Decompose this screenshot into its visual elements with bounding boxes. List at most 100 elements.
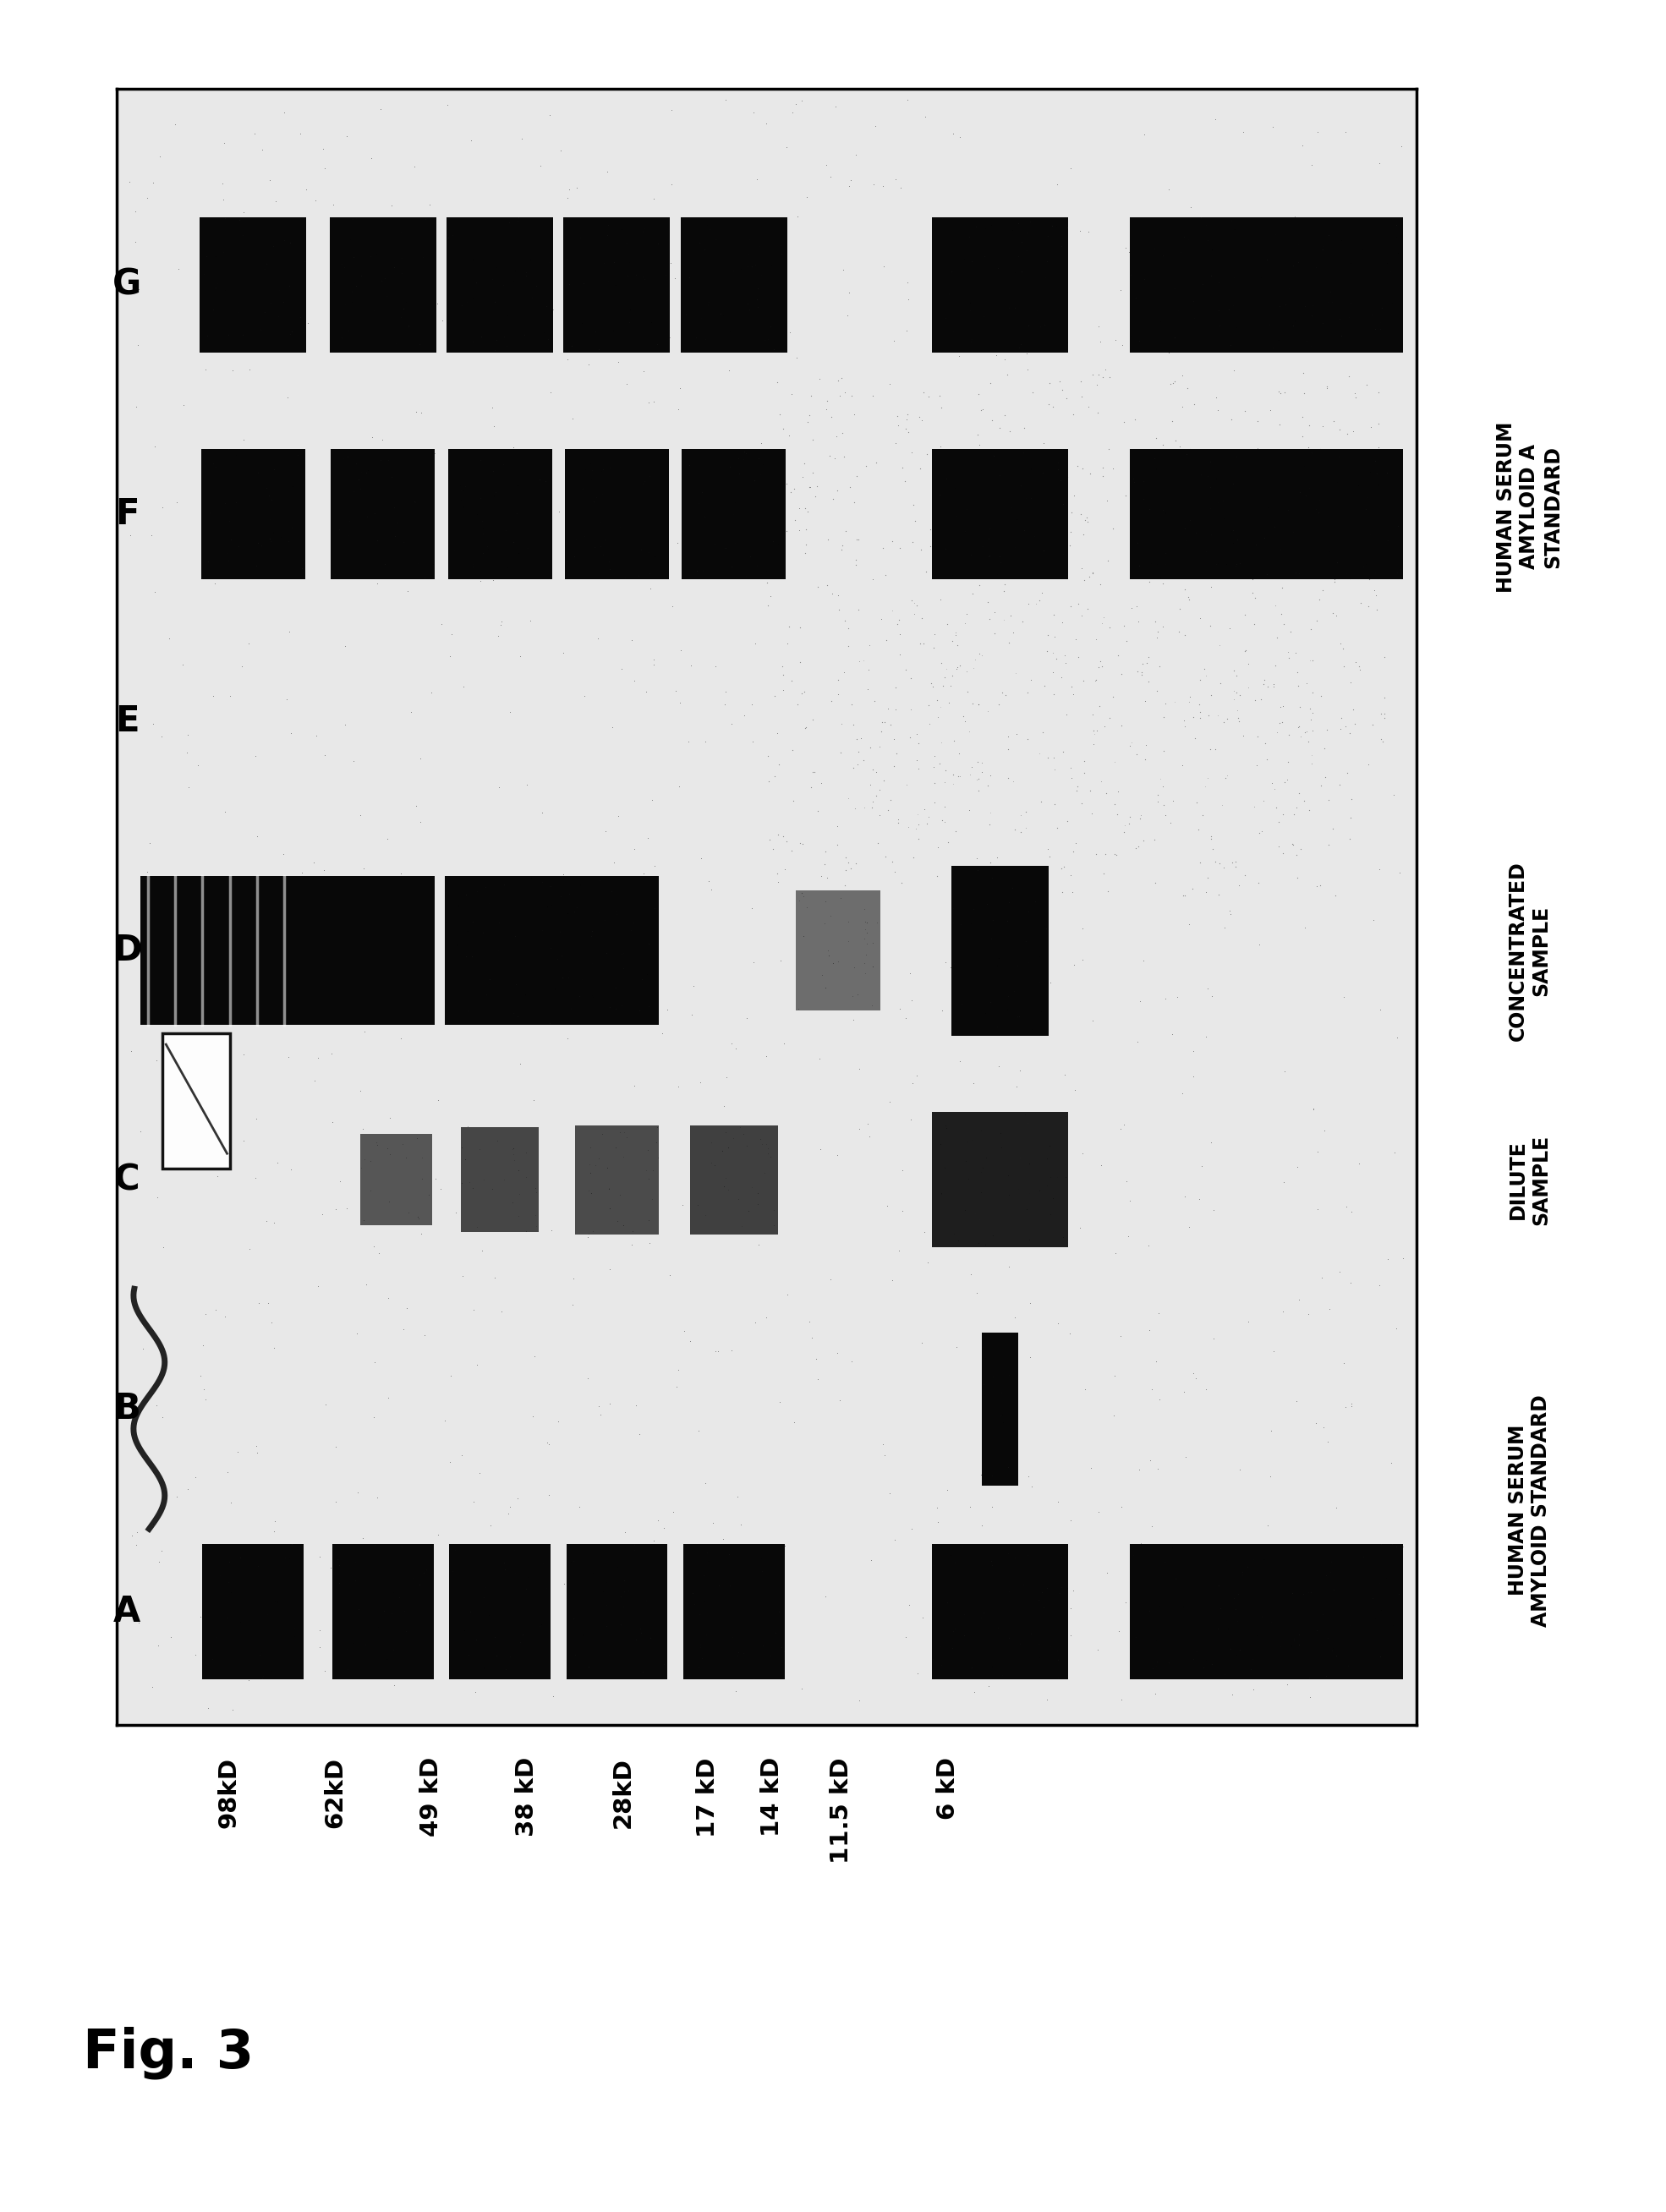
Point [566,1489,593,1524]
Point [1368,697,1394,732]
Point [595,471,621,507]
Point [1151,732,1178,768]
Point [1283,453,1309,489]
Point [1058,493,1085,529]
Point [1299,712,1326,748]
Point [880,748,906,783]
Point [666,768,693,803]
Point [262,292,288,327]
Point [868,712,895,748]
Point [605,343,631,378]
Point [1233,557,1259,593]
Point [778,732,805,768]
Point [993,356,1020,392]
Point [1068,551,1095,586]
Point [825,1137,851,1172]
Point [776,418,803,453]
Bar [140,876,435,1024]
Point [1213,1648,1240,1683]
Point [825,363,851,398]
Point [876,1084,903,1119]
Point [262,184,288,219]
Point [1050,604,1076,639]
Point [938,526,965,562]
Point [701,648,728,684]
Point [1136,1442,1163,1478]
Point [745,493,771,529]
Point [1356,748,1383,783]
Point [1186,695,1213,730]
Point [1078,774,1105,810]
Point [876,1475,903,1511]
Point [998,597,1025,633]
Point [830,438,856,473]
Point [1150,500,1176,535]
Point [140,706,167,741]
Point [905,726,931,761]
Point [860,949,886,984]
Point [931,659,958,695]
Text: Fig. 3: Fig. 3 [83,2026,255,2079]
Point [976,1652,1003,1688]
Point [1235,484,1261,520]
Point [1210,332,1236,367]
Point [260,1513,287,1548]
Point [913,805,940,841]
Point [312,150,338,186]
Point [1160,365,1186,400]
Point [991,398,1018,434]
Point [1333,544,1359,580]
Point [908,403,935,438]
Point [118,1033,145,1068]
Point [1018,661,1045,697]
Point [1086,644,1113,679]
Point [465,334,491,369]
Point [1225,701,1251,737]
Point [698,1626,725,1661]
Point [1233,467,1259,502]
Point [1338,1385,1364,1420]
Point [791,710,818,745]
Point [350,1110,377,1146]
Point [593,814,620,849]
Point [995,761,1021,796]
Point [308,956,335,991]
Point [988,1130,1015,1166]
Point [791,535,818,571]
Point [1071,502,1098,538]
Point [1371,701,1398,737]
Point [476,1509,503,1544]
Point [133,179,160,215]
Point [665,1352,691,1387]
Point [1116,234,1143,270]
Point [1364,405,1391,440]
Point [1201,732,1228,768]
Point [638,781,665,816]
Point [1015,1460,1041,1495]
Text: C: C [113,1161,140,1197]
Point [1030,1011,1056,1046]
Point [710,1522,736,1557]
Point [1356,562,1383,597]
Point [1223,659,1250,695]
Point [1066,1210,1093,1245]
Point [885,398,911,434]
Point [117,518,143,553]
Point [1323,1533,1349,1568]
Point [1071,743,1098,779]
Point [1286,560,1313,595]
Bar [566,1544,668,1679]
Point [1086,688,1113,723]
Point [345,1475,372,1511]
Point [273,681,300,717]
Point [1231,394,1258,429]
Point [1036,465,1063,500]
Point [940,557,966,593]
Point [925,1504,951,1540]
Point [640,863,666,898]
Point [323,1192,350,1228]
Point [910,1599,936,1635]
Point [1090,856,1116,891]
Point [860,562,886,597]
Point [210,1632,237,1668]
